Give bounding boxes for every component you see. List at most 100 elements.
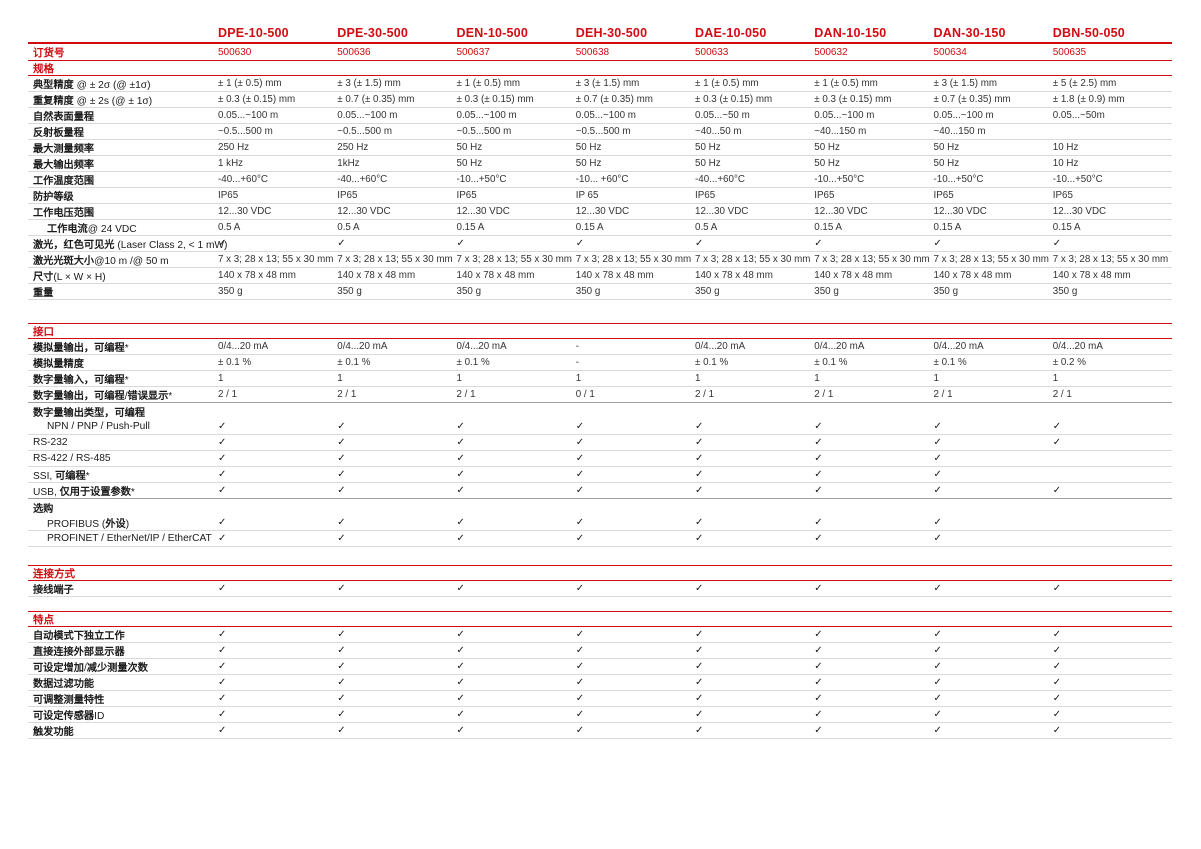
check-icon: ✓ — [218, 676, 227, 688]
check-icon: ✓ — [456, 532, 465, 544]
label-text-run: @ ± 2s (@ ± 1σ) — [73, 96, 153, 107]
table-row: RS-422 / RS-485 ✓ ✓ ✓ ✓ ✓ ✓ ✓ — [28, 451, 1172, 467]
cell-value: -40...+60°C — [337, 174, 388, 185]
row-label: 直接连接外部显示器 — [28, 643, 218, 658]
cell-value: 0.15 A — [575, 222, 604, 233]
section-title-row-interface: 接口 — [28, 323, 1172, 339]
order-number: 500635 — [1052, 46, 1087, 58]
check-icon: ✓ — [695, 484, 704, 496]
check-icon: ✓ — [695, 724, 704, 736]
check-icon: ✓ — [337, 452, 346, 464]
cell-value: 50 Hz — [695, 158, 721, 169]
check-icon: ✓ — [218, 237, 227, 249]
cell-value: -10...+50°C — [933, 174, 984, 185]
cell-value: 140 x 78 x 48 mm — [1052, 270, 1131, 281]
check-icon: ✓ — [695, 692, 704, 704]
label-text-run: 重量 — [33, 288, 54, 299]
cell-value: 50 Hz — [933, 142, 960, 153]
cell-value: 0.15 A — [814, 222, 843, 233]
label-text-run: 数字量输出，可编程 — [33, 391, 125, 402]
check-icon: ✓ — [575, 692, 585, 704]
check-icon: ✓ — [456, 420, 465, 432]
check-icon: ✓ — [933, 436, 942, 448]
check-icon: ✓ — [575, 468, 585, 480]
cell-value: 1 — [933, 373, 939, 384]
cell-value: 7 x 3; 28 x 13; 55 x 30 mm — [218, 254, 334, 265]
check-icon: ✓ — [814, 468, 823, 480]
cell-value: ± 0.3 (± 0.15) mm — [456, 94, 534, 105]
row-label: 可设定增加/减少测量次数 — [28, 659, 218, 674]
cell-value: ± 0.1 % — [337, 357, 371, 368]
cell-value: 0/4...20 mA — [218, 341, 269, 352]
table-row: 模拟量输出，可编程* 0/4...20 mA 0/4...20 mA 0/4...20… — [28, 339, 1172, 355]
label-text-run: * — [130, 487, 135, 498]
table-row: SSI, 可编程* ✓ ✓ ✓ ✓ ✓ ✓ ✓ — [28, 467, 1172, 483]
check-icon: ✓ — [933, 644, 942, 656]
cell-value: 1 — [575, 373, 582, 384]
cell-value: 50 Hz — [456, 158, 483, 169]
cell-value: 50 Hz — [933, 158, 960, 169]
table-row: PROFIBUS (外设) ✓ ✓ ✓ ✓ ✓ ✓ ✓ — [28, 515, 1172, 531]
model-header: DAN-10-150 — [814, 26, 887, 40]
cell-value: ± 1 (± 0.5) mm — [814, 78, 878, 89]
row-label: 重量 — [28, 284, 218, 299]
label-text-run: 错误显示 — [127, 391, 169, 402]
check-icon: ✓ — [695, 532, 704, 544]
label-text-run: @ 24 VDC — [87, 224, 137, 235]
label-text-run: 数据过滤功能 — [33, 679, 95, 690]
row-label: 工作电压范围 — [28, 204, 218, 219]
cell-value: 12...30 VDC — [575, 206, 630, 217]
cell-value: 140 x 78 x 48 mm — [933, 270, 1012, 281]
cell-value: 7 x 3; 28 x 13; 55 x 30 mm — [695, 254, 811, 265]
row-label: 激光光斑大小@10 m /@ 50 m — [28, 252, 218, 267]
cell-value: ~40...150 m — [814, 126, 867, 137]
cell-value: 12...30 VDC — [337, 206, 391, 217]
check-icon: ✓ — [933, 676, 942, 688]
cell-value: 0/4...20 mA — [456, 341, 507, 352]
cell-value: ± 0.7 (± 0.35) mm — [933, 94, 1011, 105]
cell-value: 140 x 78 x 48 mm — [218, 270, 296, 281]
cell-value: ± 0.2 % — [1052, 357, 1086, 368]
cell-value: 0.05...~100 m — [814, 110, 875, 121]
cell-value: 12...30 VDC — [218, 206, 272, 217]
check-icon: ✓ — [337, 532, 346, 544]
cell-value: 350 g — [456, 286, 482, 297]
table-row: 可调整测量特性 ✓ ✓ ✓ ✓ ✓ ✓ ✓ ✓ — [28, 691, 1172, 707]
row-label: 可调整测量特性 — [28, 691, 218, 706]
cell-value: 12...30 VDC — [814, 206, 868, 217]
check-icon: ✓ — [933, 692, 942, 704]
label-text-run: * — [124, 343, 129, 354]
table-row: 直接连接外部显示器 ✓ ✓ ✓ ✓ ✓ ✓ ✓ ✓ — [28, 643, 1172, 659]
cell-value: ± 0.1 % — [814, 357, 848, 368]
model-header: DEN-10-500 — [456, 26, 528, 40]
cell-value: ± 0.1 % — [695, 357, 729, 368]
check-icon: ✓ — [1052, 660, 1062, 672]
cell-value: -40...+60°C — [218, 174, 268, 185]
check-icon: ✓ — [575, 708, 585, 720]
check-icon: ✓ — [337, 724, 346, 736]
cell-value: 0/4...20 mA — [933, 341, 984, 352]
check-icon: ✓ — [814, 436, 823, 448]
check-icon: ✓ — [1052, 708, 1062, 720]
row-label: 重复精度 @ ± 2s (@ ± 1σ) — [28, 92, 218, 107]
row-label: 自然表面量程 — [28, 108, 218, 123]
cell-value: 0/4...20 mA — [814, 341, 865, 352]
cell-value: IP65 — [933, 190, 954, 201]
table-row: 数据过滤功能 ✓ ✓ ✓ ✓ ✓ ✓ ✓ ✓ — [28, 675, 1172, 691]
check-icon: ✓ — [337, 484, 346, 496]
cell-value: 12...30 VDC — [1052, 206, 1107, 217]
cell-value: 140 x 78 x 48 mm — [456, 270, 535, 281]
row-label: 工作温度范围 — [28, 172, 218, 187]
cell-value: 0.05...~100 m — [218, 110, 279, 121]
table-row: 接线端子 ✓ ✓ ✓ ✓ ✓ ✓ ✓ ✓ — [28, 581, 1172, 597]
cell-value: ± 0.3 (± 0.15) mm — [218, 94, 296, 105]
check-icon: ✓ — [218, 516, 227, 528]
label-text-run: 可编程 — [55, 471, 86, 482]
check-icon: ✓ — [218, 468, 227, 480]
section-title-row-connection: 连接方式 — [28, 565, 1172, 581]
cell-value: 50 Hz — [814, 142, 840, 153]
cell-value: 0.15 A — [1052, 222, 1081, 233]
section-title: 特点 — [33, 613, 54, 626]
check-icon: ✓ — [337, 468, 346, 480]
check-icon: ✓ — [456, 644, 465, 656]
